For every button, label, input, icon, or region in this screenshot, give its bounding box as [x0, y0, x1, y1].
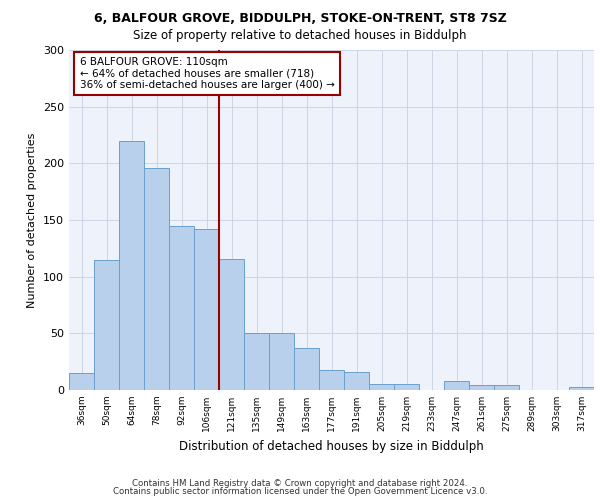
- Bar: [469, 386, 494, 390]
- Text: 6, BALFOUR GROVE, BIDDULPH, STOKE-ON-TRENT, ST8 7SZ: 6, BALFOUR GROVE, BIDDULPH, STOKE-ON-TRE…: [94, 12, 506, 26]
- Bar: [394, 384, 419, 390]
- Bar: [344, 372, 369, 390]
- Text: Size of property relative to detached houses in Biddulph: Size of property relative to detached ho…: [133, 29, 467, 42]
- Bar: [319, 370, 344, 390]
- Bar: [169, 226, 194, 390]
- Text: Contains public sector information licensed under the Open Government Licence v3: Contains public sector information licen…: [113, 487, 487, 496]
- Bar: [294, 348, 319, 390]
- Text: 6 BALFOUR GROVE: 110sqm
← 64% of detached houses are smaller (718)
36% of semi-d: 6 BALFOUR GROVE: 110sqm ← 64% of detache…: [79, 57, 334, 90]
- Bar: [569, 386, 594, 390]
- Bar: [219, 258, 244, 390]
- Bar: [194, 229, 219, 390]
- Bar: [369, 384, 394, 390]
- Bar: [144, 168, 169, 390]
- Text: Contains HM Land Registry data © Crown copyright and database right 2024.: Contains HM Land Registry data © Crown c…: [132, 478, 468, 488]
- Y-axis label: Number of detached properties: Number of detached properties: [28, 132, 37, 308]
- Bar: [494, 386, 519, 390]
- Bar: [244, 334, 269, 390]
- Bar: [444, 381, 469, 390]
- Bar: [269, 334, 294, 390]
- Bar: [69, 373, 94, 390]
- Bar: [119, 140, 144, 390]
- X-axis label: Distribution of detached houses by size in Biddulph: Distribution of detached houses by size …: [179, 440, 484, 452]
- Bar: [94, 260, 119, 390]
